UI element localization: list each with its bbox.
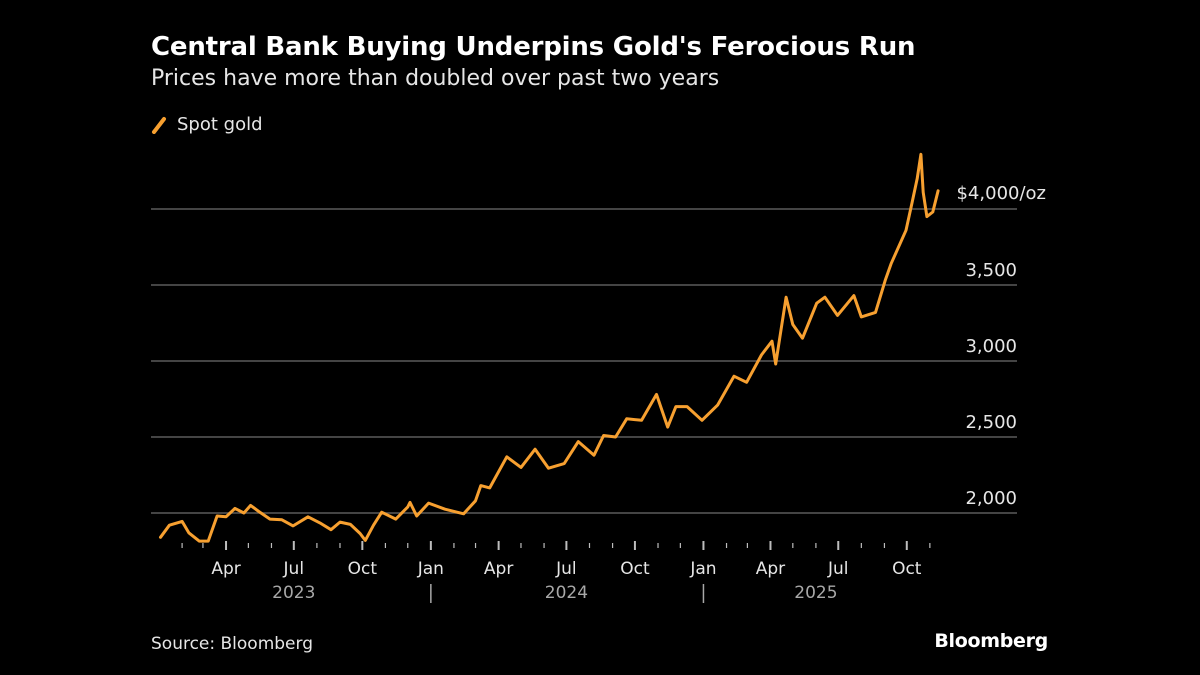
- legend: Spot gold: [151, 114, 263, 135]
- y-tick-label: 2,000: [965, 488, 1017, 509]
- chart-title: Central Bank Buying Underpins Gold's Fer…: [151, 32, 916, 62]
- x-tick-label: Apr: [484, 559, 513, 579]
- x-tick-label: Jan: [417, 559, 444, 579]
- year-label: 2025: [794, 583, 837, 603]
- x-tick-label: Oct: [620, 559, 650, 579]
- x-tick-label: Jul: [283, 559, 305, 579]
- y-tick-label: 2,500: [965, 412, 1017, 433]
- source-note: Source: Bloomberg: [151, 634, 313, 654]
- y-tick-label: $4,000/oz: [956, 183, 1046, 204]
- year-label: 2023: [272, 583, 315, 603]
- x-tick-label: Oct: [348, 559, 378, 579]
- x-tick-label: Apr: [211, 559, 240, 579]
- bloomberg-logo: Bloomberg: [934, 630, 1048, 652]
- y-tick-label: 3,500: [965, 260, 1017, 281]
- x-tick-label: Jan: [689, 559, 716, 579]
- x-tick-label: Jul: [827, 559, 849, 579]
- y-tick-label: 3,000: [965, 336, 1017, 357]
- x-tick-label: Apr: [756, 559, 785, 579]
- series-line-spot-gold: [159, 152, 940, 543]
- year-label: 2024: [545, 583, 588, 603]
- legend-label: Spot gold: [177, 114, 263, 135]
- x-tick-label: Oct: [892, 559, 922, 579]
- chart-subtitle: Prices have more than doubled over past …: [151, 66, 720, 91]
- legend-line-icon: [152, 116, 166, 134]
- x-tick-label: Jul: [555, 559, 577, 579]
